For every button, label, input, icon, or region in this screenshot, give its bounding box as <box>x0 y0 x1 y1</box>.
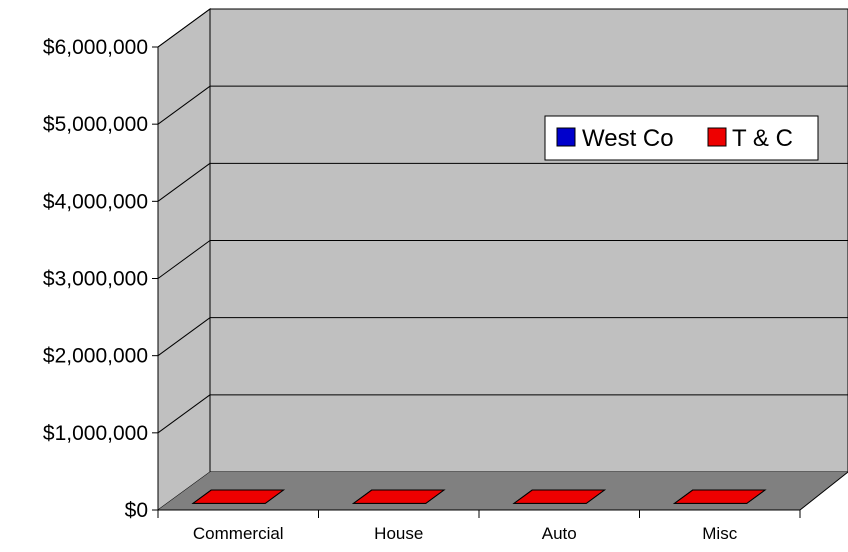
y-tick-label: $1,000,000 <box>43 422 148 445</box>
y-tick-label: $4,000,000 <box>43 190 148 213</box>
bar-top <box>191 489 285 504</box>
y-tick-label: $3,000,000 <box>43 268 148 291</box>
legend-swatch-t-and-c <box>707 127 727 147</box>
legend-label-west-co: West Co <box>582 125 674 152</box>
floor-edge <box>799 471 848 511</box>
bar-top <box>512 489 606 504</box>
gridlines <box>157 8 848 434</box>
gridline-side <box>157 394 211 434</box>
bar-t-and-c-house <box>352 489 446 504</box>
y-tick-label: $2,000,000 <box>43 345 148 368</box>
bars <box>191 489 767 504</box>
y-tick-label: $5,000,000 <box>43 113 148 136</box>
y-tick-label: $6,000,000 <box>43 36 148 59</box>
chart-floor <box>158 472 848 510</box>
gridline-side <box>157 240 211 279</box>
legend-label-t-and-c: T & C <box>732 125 793 152</box>
x-tick-label-commercial: Commercial <box>193 524 284 543</box>
bar-t-and-c-auto <box>512 489 606 504</box>
bar-t-and-c-misc <box>673 489 767 504</box>
gridline-side <box>157 162 211 202</box>
gridline-side <box>157 85 211 125</box>
x-axis: Commercial House Auto Misc <box>157 471 848 543</box>
bar-top <box>673 489 767 504</box>
x-tick-label-house: House <box>374 524 423 543</box>
gridline-side <box>157 317 211 357</box>
legend: West Co T & C <box>544 115 819 161</box>
gridline-side <box>157 8 211 48</box>
legend-box <box>544 115 819 161</box>
y-axis: $0 $1,000,000 $2,000,000 $3,000,000 $4,000,0… <box>43 36 159 522</box>
y-tick-label: $0 <box>125 499 148 522</box>
bar-top <box>352 489 446 504</box>
bar-t-and-c-commercial <box>191 489 285 504</box>
legend-swatch-west-co <box>556 127 576 147</box>
x-tick-label-auto: Auto <box>542 524 577 543</box>
x-tick-label-misc: Misc <box>702 524 737 543</box>
